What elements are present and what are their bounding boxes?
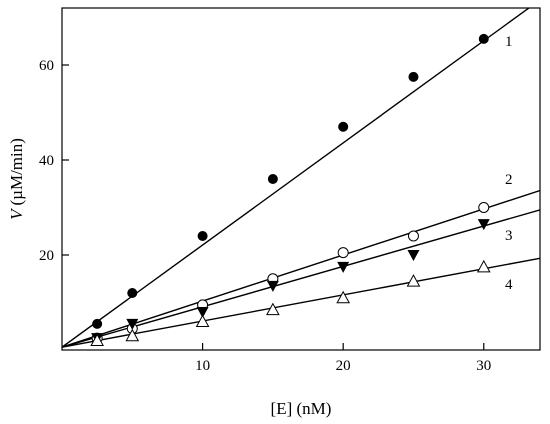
series-labels: 1 2 3 4 xyxy=(505,34,513,293)
series-label-2: 2 xyxy=(505,172,513,188)
series-label-3: 3 xyxy=(505,228,513,244)
point-series-3 xyxy=(337,261,350,273)
point-series-3 xyxy=(196,307,209,318)
fit-lines xyxy=(62,8,540,348)
point-series-4 xyxy=(125,328,140,342)
point-series-1 xyxy=(478,33,489,44)
y-axis-label-units: (µM/min) xyxy=(7,138,26,205)
point-series-2 xyxy=(478,202,490,213)
fit-line-series-4 xyxy=(62,257,540,348)
point-series-3 xyxy=(126,318,139,330)
x-tick-label: 20 xyxy=(336,358,351,374)
y-tick-label: 20 xyxy=(39,248,54,264)
point-series-4 xyxy=(90,333,104,346)
series-label-1: 1 xyxy=(505,34,513,50)
point-series-3 xyxy=(407,250,420,261)
fit-line-series-1 xyxy=(62,8,531,348)
y-tick-label: 40 xyxy=(39,153,54,169)
plot-frame xyxy=(61,7,541,351)
x-tick-label: 30 xyxy=(476,358,491,374)
series-label-4: 4 xyxy=(505,277,513,293)
axis-ticks: 10 20 30 20 40 60 xyxy=(39,58,491,374)
x-axis-label: [E] (nM) xyxy=(271,399,332,418)
point-series-3 xyxy=(266,280,279,292)
fit-line-series-2 xyxy=(62,189,540,348)
point-series-4 xyxy=(195,314,210,327)
point-series-4 xyxy=(266,302,280,316)
point-series-4 xyxy=(336,290,351,304)
y-axis-label-variable: V xyxy=(7,207,26,220)
point-series-4 xyxy=(476,259,491,273)
point-series-3 xyxy=(477,219,490,231)
point-series-2 xyxy=(337,247,349,259)
point-series-1 xyxy=(267,174,278,184)
point-series-1 xyxy=(197,231,208,241)
point-series-1 xyxy=(338,121,349,132)
point-series-4 xyxy=(406,274,421,287)
point-series-2 xyxy=(407,230,419,242)
y-tick-label: 60 xyxy=(39,58,54,74)
point-series-1 xyxy=(127,288,138,298)
point-series-1 xyxy=(92,318,103,329)
y-axis-label: V (µM/min) xyxy=(7,138,26,220)
fit-line-series-3 xyxy=(62,209,540,348)
x-tick-label: 10 xyxy=(195,358,210,374)
point-series-1 xyxy=(408,71,419,82)
data-markers xyxy=(90,33,491,346)
